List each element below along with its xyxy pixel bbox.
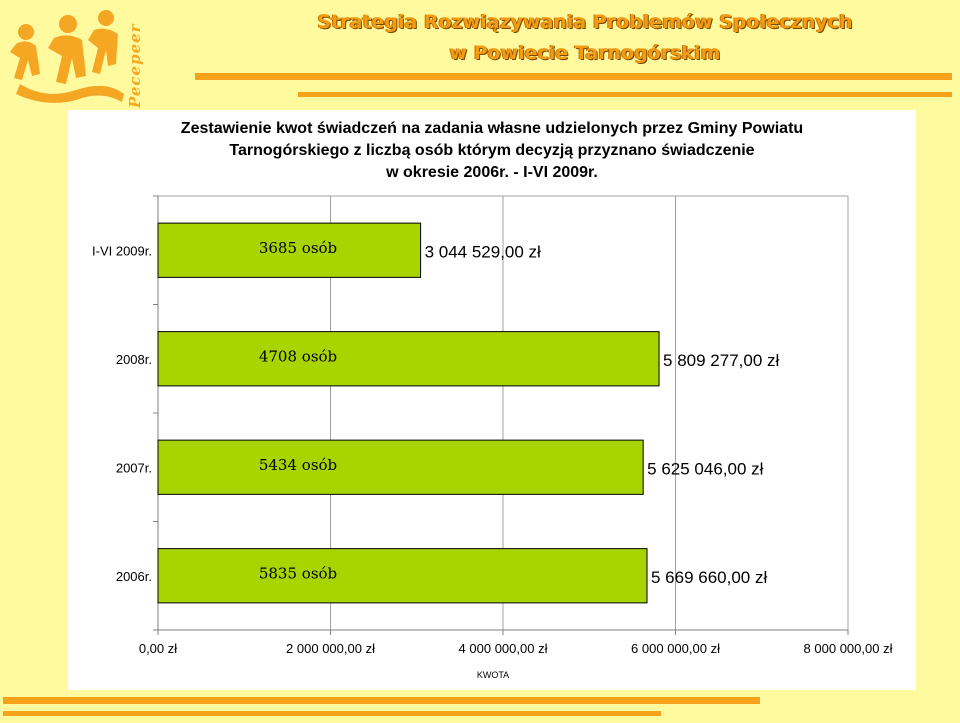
bar xyxy=(157,331,660,387)
persons-label: 4708 osób xyxy=(259,348,337,366)
category-label: 2006r. xyxy=(116,569,152,584)
footer-stripe-top xyxy=(3,697,760,704)
value-label: 5 809 277,00 zł xyxy=(663,351,779,370)
category-label: 2008r. xyxy=(116,352,152,367)
logo xyxy=(6,4,148,108)
bar xyxy=(157,548,648,604)
page-title-line1: Strategia Rozwiązywania Problemów Społec… xyxy=(317,11,853,33)
x-tick-label: 0,00 zł xyxy=(139,641,177,656)
persons-label: 5434 osób xyxy=(259,456,337,474)
chart-title-line2: Tarnogórskiego z liczbą osób którym decy… xyxy=(229,142,755,159)
value-label: 3 044 529,00 zł xyxy=(425,242,541,261)
chart-title-line1: Zestawienie kwot świadczeń na zadania wł… xyxy=(180,120,804,137)
bar xyxy=(157,222,422,278)
persons-label: 5835 osób xyxy=(259,565,337,583)
page-title-line2: w Powiecie Tarnogórskim xyxy=(449,42,721,64)
logo-text: Pecepeer xyxy=(126,23,144,108)
persons-label: 3685 osób xyxy=(259,239,337,257)
chart-title-line3: w okresie 2006r. - I-VI 2009r. xyxy=(386,164,598,181)
x-tick-label: 2 000 000,00 zł xyxy=(286,641,375,656)
value-label: 5 625 046,00 zł xyxy=(647,459,763,478)
header-stripe-bottom xyxy=(298,92,952,97)
footer-stripe-bottom xyxy=(3,711,661,716)
value-label: 5 669 660,00 zł xyxy=(651,568,767,587)
bar-chart: 0,00 zł 2 000 000,00 zł 4 000 000,00 zł 6 0… xyxy=(92,195,893,680)
x-tick-label: 4 000 000,00 zł xyxy=(459,641,548,656)
bar xyxy=(157,439,644,495)
chart-panel: Zestawienie kwot świadczeń na zadania wł… xyxy=(68,110,916,690)
logo-figures-icon xyxy=(10,10,124,103)
category-label: 2007r. xyxy=(116,460,152,475)
x-tick-label: 8 000 000,00 zł xyxy=(804,641,893,656)
x-axis-label: KWOTA xyxy=(477,670,509,680)
header-stripe-top xyxy=(195,73,952,80)
category-label: I-VI 2009r. xyxy=(92,243,152,258)
x-tick-label: 6 000 000,00 zł xyxy=(631,641,720,656)
